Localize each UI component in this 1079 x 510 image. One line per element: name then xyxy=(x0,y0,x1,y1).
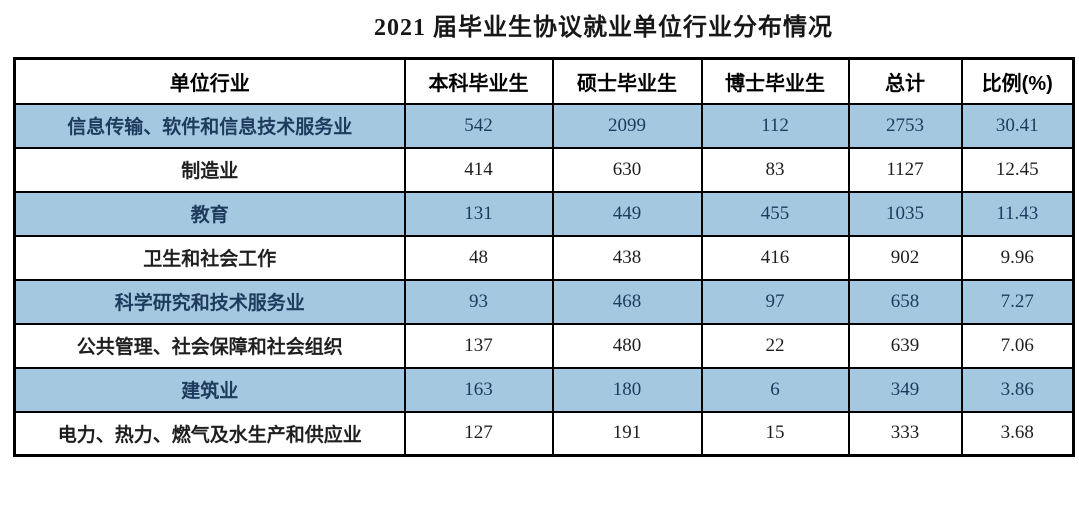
table-row: 卫生和社会工作 48 438 416 902 9.96 xyxy=(13,234,1075,281)
table-row: 科学研究和技术服务业 93 468 97 658 7.27 xyxy=(13,278,1075,325)
value-cell: 639 xyxy=(847,322,963,369)
report-page: 2021 届毕业生协议就业单位行业分布情况 单位行业 本科毕业生 硕士毕业生 博士毕业… xyxy=(0,13,1079,510)
industry-distribution-table: 单位行业 本科毕业生 硕士毕业生 博士毕业生 总计 比例(%) 信息传输、软件和信息技术服… xyxy=(13,57,1075,457)
industry-cell: 教育 xyxy=(13,190,406,237)
value-cell: 542 xyxy=(403,102,554,149)
value-cell: 180 xyxy=(551,366,703,413)
value-cell: 2753 xyxy=(847,102,963,149)
industry-cell: 信息传输、软件和信息技术服务业 xyxy=(13,102,406,149)
table-row: 教育 131 449 455 1035 11.43 xyxy=(13,190,1075,237)
value-cell: 83 xyxy=(700,146,850,193)
industry-cell: 制造业 xyxy=(13,146,406,193)
value-cell: 9.96 xyxy=(960,234,1075,281)
value-cell: 30.41 xyxy=(960,102,1075,149)
value-cell: 2099 xyxy=(551,102,703,149)
value-cell: 12.45 xyxy=(960,146,1075,193)
industry-cell: 建筑业 xyxy=(13,366,406,413)
header-row: 单位行业 本科毕业生 硕士毕业生 博士毕业生 总计 比例(%) xyxy=(13,57,1075,105)
value-cell: 414 xyxy=(403,146,554,193)
column-header: 单位行业 xyxy=(13,57,406,105)
value-cell: 11.43 xyxy=(960,190,1075,237)
value-cell: 1127 xyxy=(847,146,963,193)
value-cell: 6 xyxy=(700,366,850,413)
table-row: 公共管理、社会保障和社会组织 137 480 22 639 7.06 xyxy=(13,322,1075,369)
value-cell: 48 xyxy=(403,234,554,281)
table-row: 建筑业 163 180 6 349 3.86 xyxy=(13,366,1075,413)
table-title: 2021 届毕业生协议就业单位行业分布情况 xyxy=(374,15,833,41)
column-header: 总计 xyxy=(847,57,963,105)
table-row: 电力、热力、燃气及水生产和供应业 127 191 15 333 3.68 xyxy=(13,410,1075,457)
column-header: 硕士毕业生 xyxy=(551,57,703,105)
value-cell: 22 xyxy=(700,322,850,369)
value-cell: 127 xyxy=(403,410,554,457)
industry-cell: 电力、热力、燃气及水生产和供应业 xyxy=(13,410,406,457)
value-cell: 658 xyxy=(847,278,963,325)
value-cell: 93 xyxy=(403,278,554,325)
value-cell: 455 xyxy=(700,190,850,237)
value-cell: 112 xyxy=(700,102,850,149)
table-row: 信息传输、软件和信息技术服务业 542 2099 112 2753 30.41 xyxy=(13,102,1075,149)
value-cell: 438 xyxy=(551,234,703,281)
value-cell: 7.27 xyxy=(960,278,1075,325)
table-row: 制造业 414 630 83 1127 12.45 xyxy=(13,146,1075,193)
industry-cell: 公共管理、社会保障和社会组织 xyxy=(13,322,406,369)
value-cell: 349 xyxy=(847,366,963,413)
value-cell: 902 xyxy=(847,234,963,281)
value-cell: 3.68 xyxy=(960,410,1075,457)
value-cell: 163 xyxy=(403,366,554,413)
value-cell: 191 xyxy=(551,410,703,457)
industry-cell: 卫生和社会工作 xyxy=(13,234,406,281)
value-cell: 131 xyxy=(403,190,554,237)
column-header: 本科毕业生 xyxy=(403,57,554,105)
value-cell: 468 xyxy=(551,278,703,325)
value-cell: 416 xyxy=(700,234,850,281)
value-cell: 333 xyxy=(847,410,963,457)
value-cell: 3.86 xyxy=(960,366,1075,413)
industry-cell: 科学研究和技术服务业 xyxy=(13,278,406,325)
table-body: 信息传输、软件和信息技术服务业 542 2099 112 2753 30.41 制造业 414… xyxy=(13,102,1075,457)
column-header: 比例(%) xyxy=(960,57,1075,105)
value-cell: 97 xyxy=(700,278,850,325)
column-header: 博士毕业生 xyxy=(700,57,850,105)
value-cell: 1035 xyxy=(847,190,963,237)
value-cell: 15 xyxy=(700,410,850,457)
value-cell: 7.06 xyxy=(960,322,1075,369)
value-cell: 630 xyxy=(551,146,703,193)
value-cell: 137 xyxy=(403,322,554,369)
value-cell: 449 xyxy=(551,190,703,237)
value-cell: 480 xyxy=(551,322,703,369)
